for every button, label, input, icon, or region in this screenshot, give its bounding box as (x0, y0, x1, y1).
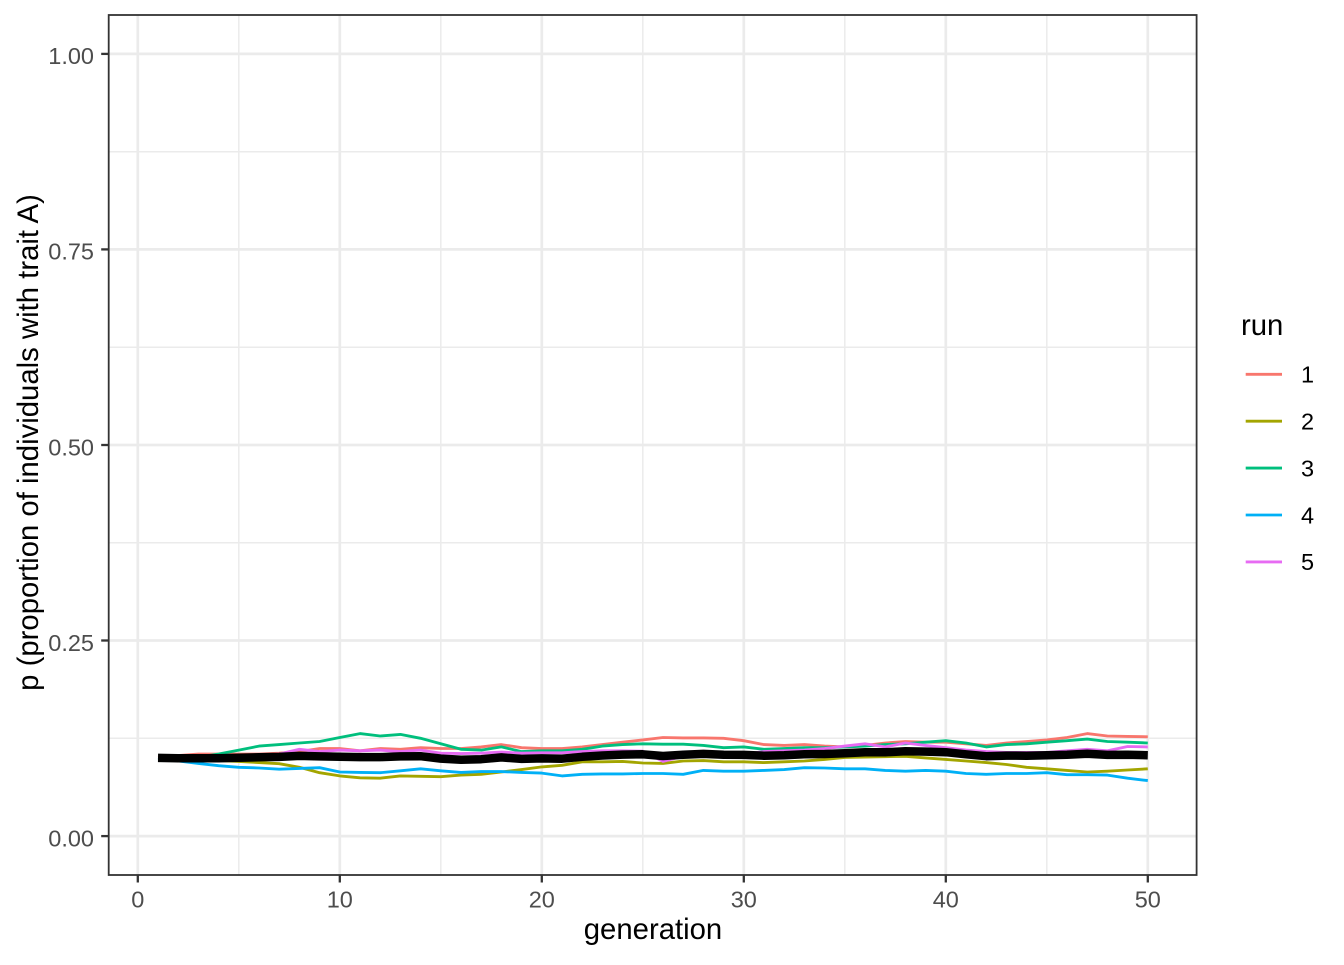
svg-text:50: 50 (1135, 887, 1161, 913)
svg-text:0.25: 0.25 (48, 630, 94, 656)
svg-text:4: 4 (1301, 502, 1314, 528)
svg-text:1: 1 (1301, 362, 1314, 388)
svg-text:2: 2 (1301, 409, 1314, 435)
svg-text:0.00: 0.00 (48, 825, 94, 851)
svg-text:40: 40 (933, 887, 959, 913)
svg-text:1.00: 1.00 (48, 43, 94, 69)
svg-text:p (proportion of individuals w: p (proportion of individuals with trait … (12, 194, 45, 691)
svg-text:10: 10 (327, 887, 353, 913)
svg-text:3: 3 (1301, 455, 1314, 481)
svg-text:0.75: 0.75 (48, 239, 94, 265)
svg-text:generation: generation (584, 913, 722, 946)
svg-text:30: 30 (731, 887, 757, 913)
svg-text:0: 0 (131, 887, 144, 913)
svg-text:20: 20 (529, 887, 555, 913)
svg-text:5: 5 (1301, 549, 1314, 575)
svg-text:0.50: 0.50 (48, 434, 94, 460)
svg-text:run: run (1241, 309, 1283, 342)
